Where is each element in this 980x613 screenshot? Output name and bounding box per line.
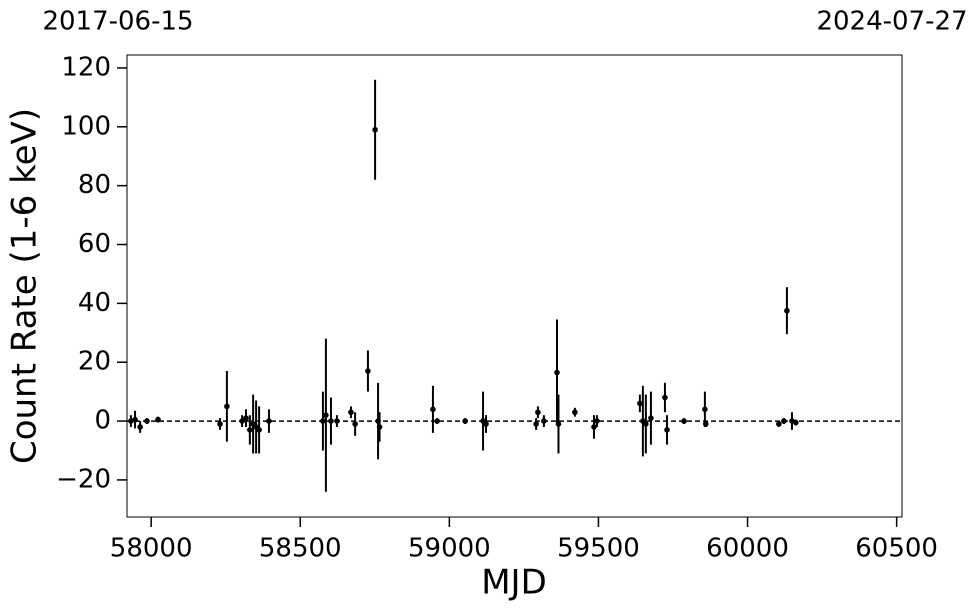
data-point [541, 418, 547, 424]
data-point [776, 421, 782, 427]
data-point [681, 418, 687, 424]
y-tick-label: 100 [61, 111, 111, 141]
data-point [554, 369, 560, 376]
data-point [376, 424, 383, 430]
x-tick-label: 59500 [557, 534, 640, 564]
data-point [648, 415, 654, 421]
data-point [637, 400, 643, 407]
data-point [132, 416, 138, 423]
top-right-date: 2024-07-27 [816, 7, 967, 37]
data-point [462, 418, 468, 424]
data-point [643, 421, 649, 427]
top-left-date: 2017-06-15 [42, 7, 193, 37]
data-point [224, 403, 230, 410]
data-point [784, 307, 790, 314]
y-axis-label: Count Rate (1-6 keV) [5, 108, 45, 464]
data-point [430, 406, 436, 413]
data-point [144, 418, 150, 424]
data-point [155, 416, 161, 423]
data-point [348, 409, 354, 416]
y-tick-label: 40 [78, 288, 111, 318]
data-point [572, 409, 578, 416]
data-point [352, 421, 358, 427]
data-point [533, 421, 539, 427]
data-point [664, 427, 670, 433]
data-point [320, 418, 326, 424]
y-tick-label: −20 [56, 464, 111, 494]
y-tick-label: 20 [78, 347, 111, 377]
data-point [555, 421, 562, 427]
data-point [591, 424, 597, 430]
data-point [247, 427, 253, 433]
data-point [434, 418, 440, 424]
y-tick-label: 0 [94, 406, 111, 436]
plot-frame [126, 54, 903, 518]
y-tick-label: 80 [78, 170, 111, 200]
data-point [702, 421, 709, 427]
data-point [662, 394, 668, 401]
data-point [372, 126, 378, 133]
x-tick-label: 60000 [706, 534, 789, 564]
data-point [243, 415, 249, 421]
data-point [328, 418, 334, 424]
x-tick-label: 58000 [110, 534, 193, 564]
data-point [535, 409, 541, 416]
data-point [594, 418, 600, 424]
data-point [217, 421, 223, 427]
x-tick-label: 60500 [855, 534, 938, 564]
data-point [266, 418, 272, 424]
data-point [793, 419, 799, 426]
x-axis-label: MJD [481, 563, 547, 603]
data-point [483, 421, 489, 427]
data-point [256, 427, 262, 433]
data-point [702, 406, 708, 413]
data-point [137, 424, 143, 430]
data-point [239, 418, 245, 424]
y-tick-label: 60 [78, 229, 111, 259]
y-tick-label: 120 [61, 52, 111, 82]
data-point [781, 418, 787, 424]
data-point [334, 418, 340, 424]
x-tick-label: 59000 [408, 534, 491, 564]
x-tick-label: 58500 [259, 534, 342, 564]
data-point [365, 368, 371, 374]
data-point [323, 412, 329, 418]
